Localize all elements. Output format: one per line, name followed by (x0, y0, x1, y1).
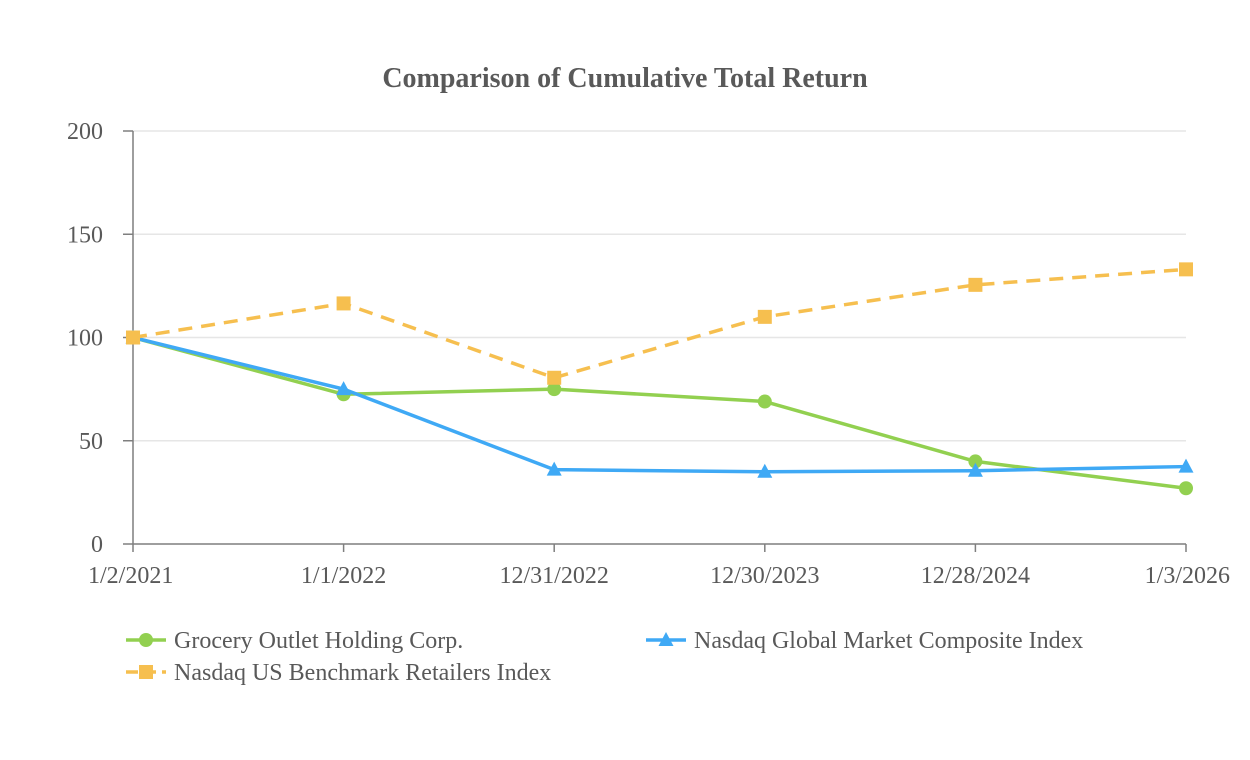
x-tick-label: 1/2/2021 (88, 563, 173, 589)
data-point-triangle (967, 462, 983, 477)
data-point-triangle (757, 463, 773, 478)
data-point-circle (757, 394, 772, 409)
data-point-square (757, 309, 772, 324)
data-point-triangle (658, 632, 674, 646)
x-tick-label: 1/1/2022 (301, 563, 386, 589)
data-point-circle (547, 382, 562, 397)
y-tick-label: 200 (67, 119, 103, 145)
data-point-triangle (336, 381, 352, 396)
series-3 (126, 262, 1193, 385)
data-point-triangle (546, 461, 562, 476)
series-line (132, 267, 1187, 380)
data-point-triangle (1178, 458, 1194, 473)
y-tick-label: 150 (67, 222, 103, 248)
axes: 0 50 100 150 200 1/2/2021 1/1/2022 12/31/2022 12… (67, 119, 1230, 589)
y-tick-label: 0 (91, 532, 103, 558)
data-point-square (1179, 262, 1193, 277)
legend-item-1: Grocery Outlet Holding Corp. (126, 628, 463, 654)
data-point-square (336, 296, 351, 311)
data-point-circle (968, 454, 983, 469)
x-tick-label: 12/31/2022 (500, 563, 609, 589)
series-line (132, 335, 1187, 474)
legend-item-3: Nasdaq US Benchmark Retailers Index (126, 660, 551, 686)
series-2 (125, 329, 1194, 478)
legend-item-2: Nasdaq Global Market Composite Index (646, 628, 1083, 654)
x-tick-label: 12/30/2023 (710, 563, 819, 589)
data-point-square (126, 330, 140, 345)
legend-label: Nasdaq Global Market Composite Index (694, 628, 1083, 654)
series-line (132, 335, 1187, 490)
data-point-square (139, 665, 153, 679)
gridlines (133, 130, 1186, 442)
legend: Grocery Outlet Holding Corp. Nasdaq Globa… (126, 628, 1083, 686)
data-point-circle (139, 633, 153, 647)
data-point-square (547, 370, 562, 385)
data-point-square (968, 277, 983, 292)
x-tick-label: 1/3/2026 (1145, 563, 1230, 589)
x-tick-label: 12/28/2024 (921, 563, 1030, 589)
legend-label: Grocery Outlet Holding Corp. (174, 628, 463, 654)
y-tick-label: 100 (67, 326, 103, 352)
chart-title: Comparison of Cumulative Total Return (382, 63, 868, 94)
legend-label: Nasdaq US Benchmark Retailers Index (174, 660, 551, 686)
data-point-circle (1179, 481, 1193, 496)
y-tick-label: 50 (79, 429, 103, 455)
series-lines (125, 262, 1194, 496)
